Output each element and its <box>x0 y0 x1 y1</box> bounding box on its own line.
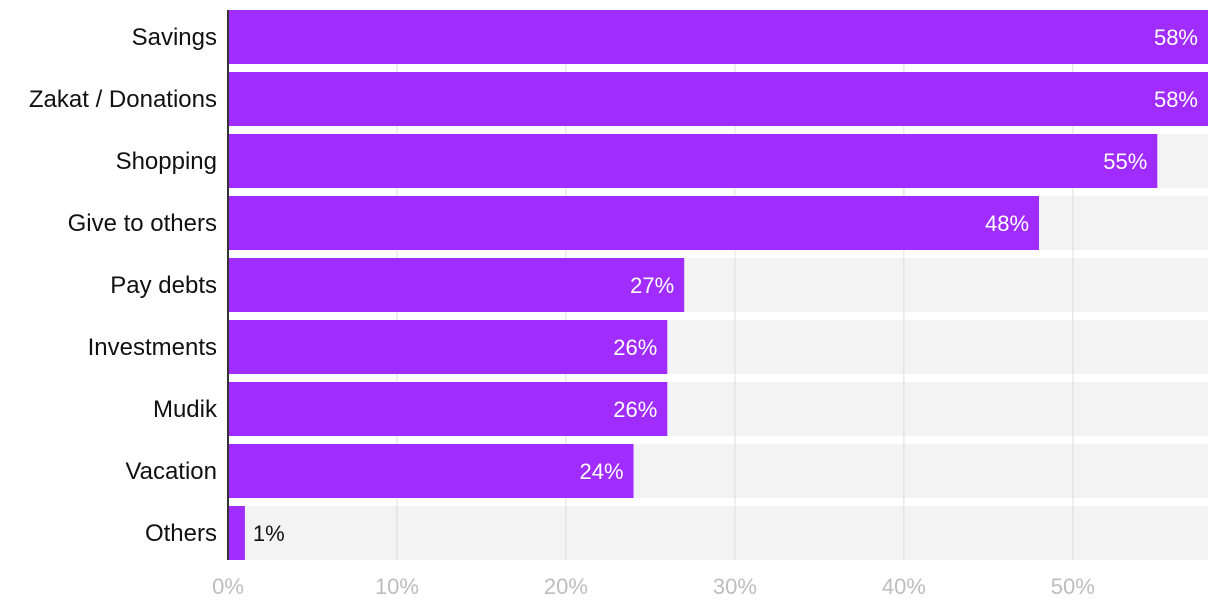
category-label: Investments <box>88 334 217 361</box>
value-label: 1% <box>253 521 285 546</box>
category-label: Mudik <box>153 396 218 423</box>
value-labels: 58% 58% 55% 48% 27% 26% 26% 24% 1% <box>253 25 1198 546</box>
category-label: Vacation <box>125 458 217 485</box>
value-label: 55% <box>1103 149 1147 174</box>
x-tick-label: 0% <box>212 574 244 599</box>
bar <box>228 258 685 312</box>
category-label: Others <box>145 520 217 547</box>
bar <box>228 444 634 498</box>
value-label: 27% <box>630 273 674 298</box>
category-label: Pay debts <box>110 272 217 299</box>
category-label: Savings <box>132 24 217 51</box>
value-label: 26% <box>613 397 657 422</box>
category-label: Give to others <box>68 210 217 237</box>
bar <box>228 72 1208 126</box>
x-tick-label: 20% <box>544 574 588 599</box>
value-label: 48% <box>985 211 1029 236</box>
x-tick-label: 30% <box>713 574 757 599</box>
row-track <box>228 506 1208 560</box>
bar <box>228 506 245 560</box>
bar <box>228 10 1208 64</box>
x-axis-tick-labels: 0% 10% 20% 30% 40% 50% <box>212 574 1095 599</box>
x-tick-label: 10% <box>375 574 419 599</box>
bar <box>228 320 668 374</box>
value-label: 24% <box>579 459 623 484</box>
bars <box>228 10 1208 560</box>
category-label: Zakat / Donations <box>29 86 217 113</box>
value-label: 58% <box>1154 25 1198 50</box>
bar <box>228 196 1040 250</box>
x-tick-label: 50% <box>1051 574 1095 599</box>
bar <box>228 382 668 436</box>
value-label: 58% <box>1154 87 1198 112</box>
category-labels: Savings Zakat / Donations Shopping Give to … <box>29 24 218 547</box>
bar <box>228 134 1158 188</box>
category-label: Shopping <box>116 148 217 175</box>
value-label: 26% <box>613 335 657 360</box>
x-tick-label: 40% <box>882 574 926 599</box>
